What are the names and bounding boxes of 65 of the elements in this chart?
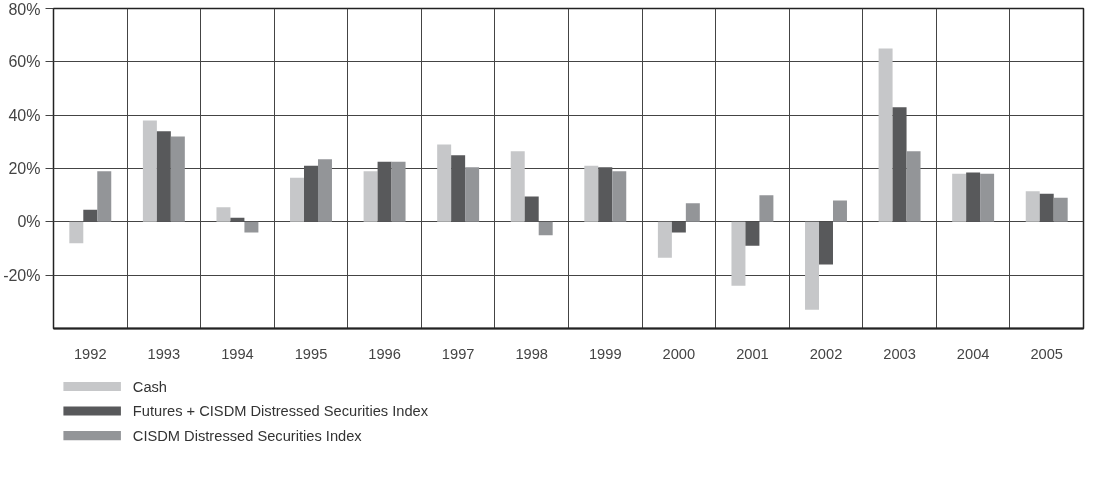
bar: [878, 48, 893, 222]
bar: [142, 120, 157, 222]
legend-label: Cash: [132, 378, 168, 395]
bar: [304, 165, 318, 222]
bar: [377, 161, 392, 222]
bar: [892, 107, 907, 222]
bar: [363, 171, 378, 222]
bar: [731, 221, 746, 286]
x-tick-label: 1999: [588, 345, 622, 362]
legend-label: Futures + CISDM Distressed Securities Index: [132, 403, 429, 420]
bar: [671, 221, 686, 233]
bar: [952, 173, 967, 222]
x-tick-label: 2000: [662, 345, 696, 362]
bar: [966, 172, 981, 222]
bar: [156, 131, 171, 222]
y-tick-label: -20%: [3, 266, 41, 284]
bar: [317, 159, 332, 222]
bar: [1053, 197, 1068, 222]
legend-label: CISDM Distressed Securities Index: [132, 427, 363, 444]
x-tick-label: 2003: [883, 345, 916, 362]
bar: [832, 200, 847, 222]
bar: [451, 155, 466, 222]
bar: [97, 171, 112, 222]
bar: [598, 167, 613, 222]
x-tick-label: 1992: [73, 345, 107, 362]
bar: [510, 151, 525, 222]
x-tick-label: 2005: [1030, 345, 1064, 362]
x-tick-label: 1996: [368, 345, 401, 362]
bar: [538, 221, 553, 236]
bar: [83, 209, 98, 222]
x-tick-label: 1994: [221, 345, 254, 362]
bar: [437, 144, 452, 222]
bar: [216, 207, 231, 222]
y-tick-label: 0%: [17, 213, 41, 231]
y-tick-label: 80%: [8, 0, 41, 18]
x-tick-label: 2001: [736, 345, 769, 362]
y-tick-label: 60%: [8, 53, 41, 71]
bar: [230, 217, 245, 222]
bar: [612, 171, 627, 222]
bar: [391, 161, 406, 222]
bar: [170, 136, 185, 222]
bar: [290, 177, 305, 222]
bar: [69, 221, 84, 244]
x-tick-label: 1995: [294, 345, 328, 362]
x-tick-label: 1993: [147, 345, 181, 362]
bar: [906, 151, 921, 222]
bar: [584, 165, 599, 222]
y-tick-label: 40%: [8, 106, 41, 124]
bar: [745, 221, 760, 246]
bar: [1039, 193, 1054, 222]
x-tick-label: 2002: [809, 345, 843, 362]
x-tick-label: 2004: [956, 345, 990, 362]
bar: [1025, 191, 1040, 222]
y-tick-label: 20%: [8, 160, 41, 177]
x-tick-label: 1997: [441, 345, 475, 362]
bar: [980, 173, 995, 222]
bar: [805, 221, 820, 310]
bar: [819, 221, 833, 265]
bar: [244, 221, 259, 233]
bar: [657, 221, 672, 258]
bar: [465, 167, 480, 222]
bar: [524, 196, 539, 222]
x-tick-label: 1998: [515, 345, 549, 362]
bar: [685, 203, 700, 222]
bar: [759, 195, 774, 222]
